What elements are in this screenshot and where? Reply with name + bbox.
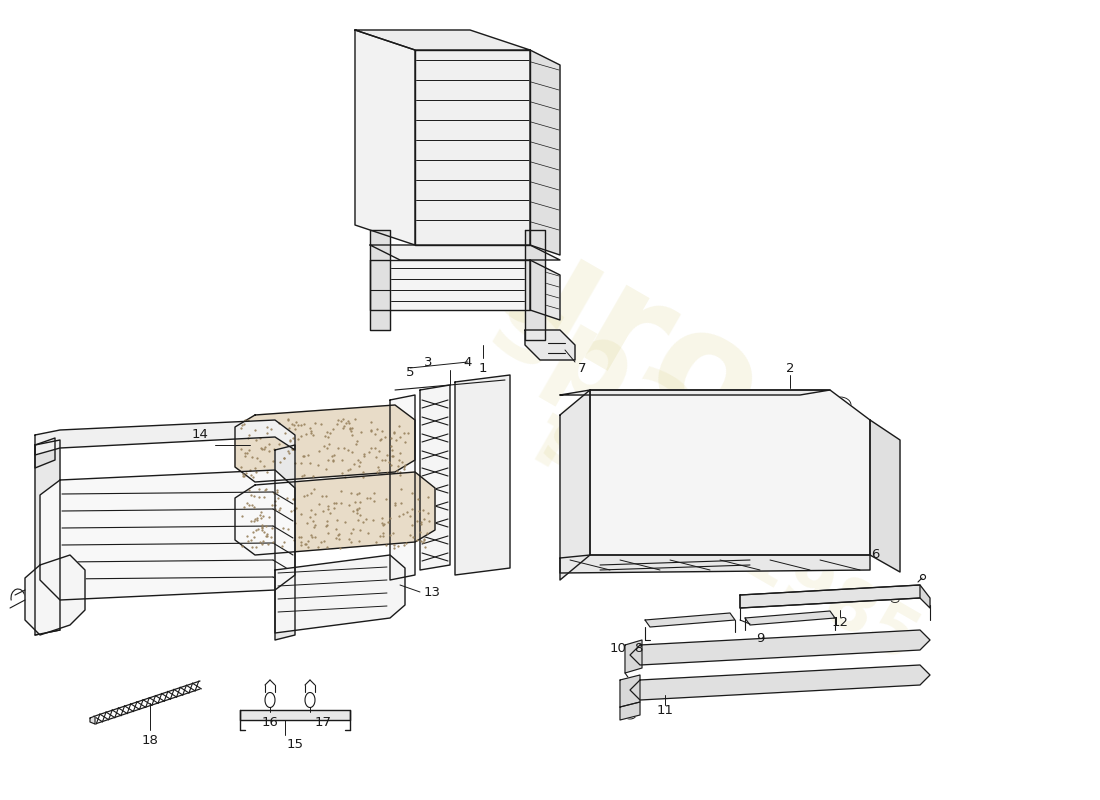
Polygon shape	[590, 390, 870, 555]
Polygon shape	[740, 585, 920, 608]
Polygon shape	[235, 472, 434, 555]
Polygon shape	[275, 445, 295, 640]
Polygon shape	[370, 230, 390, 330]
Text: euro: euro	[373, 147, 788, 473]
Polygon shape	[25, 555, 85, 635]
Text: 15: 15	[286, 738, 304, 751]
Text: 11: 11	[657, 703, 673, 717]
Text: spares: spares	[473, 270, 888, 570]
Polygon shape	[530, 50, 560, 255]
Text: 13: 13	[424, 586, 440, 598]
Text: 16: 16	[262, 715, 278, 729]
Text: 2: 2	[785, 362, 794, 374]
Polygon shape	[35, 440, 60, 635]
Text: 7: 7	[578, 362, 586, 374]
Polygon shape	[275, 555, 405, 633]
Text: since 1985: since 1985	[531, 406, 930, 674]
Polygon shape	[620, 702, 640, 720]
Text: 8: 8	[634, 642, 642, 654]
Polygon shape	[630, 665, 930, 700]
Polygon shape	[560, 390, 830, 395]
Polygon shape	[530, 260, 560, 320]
Polygon shape	[645, 613, 735, 627]
Text: 1: 1	[478, 362, 487, 374]
Polygon shape	[560, 555, 870, 573]
Polygon shape	[35, 420, 295, 455]
Polygon shape	[625, 640, 642, 673]
Polygon shape	[235, 405, 415, 482]
Polygon shape	[560, 390, 590, 580]
Text: 10: 10	[609, 642, 626, 654]
Polygon shape	[35, 438, 55, 468]
Polygon shape	[90, 716, 95, 724]
Polygon shape	[740, 585, 930, 608]
Polygon shape	[455, 375, 510, 575]
Text: 17: 17	[315, 715, 331, 729]
Text: 6: 6	[871, 549, 879, 562]
Polygon shape	[525, 330, 575, 360]
Polygon shape	[870, 420, 900, 572]
Polygon shape	[370, 260, 530, 310]
Polygon shape	[420, 385, 450, 570]
Polygon shape	[415, 50, 530, 245]
Text: 18: 18	[142, 734, 158, 746]
Polygon shape	[390, 395, 415, 580]
Polygon shape	[40, 470, 295, 600]
Polygon shape	[630, 630, 930, 665]
Text: 4: 4	[464, 355, 472, 369]
Polygon shape	[620, 675, 640, 707]
Text: 14: 14	[191, 429, 208, 442]
Polygon shape	[355, 30, 415, 245]
Text: 3: 3	[424, 355, 432, 369]
Polygon shape	[525, 230, 544, 340]
Text: 9: 9	[756, 631, 764, 645]
Text: 12: 12	[832, 615, 848, 629]
Polygon shape	[370, 245, 560, 260]
Text: for: for	[515, 395, 685, 545]
Polygon shape	[240, 710, 350, 720]
Text: 5: 5	[406, 366, 415, 378]
Polygon shape	[355, 30, 530, 50]
Polygon shape	[745, 611, 835, 625]
